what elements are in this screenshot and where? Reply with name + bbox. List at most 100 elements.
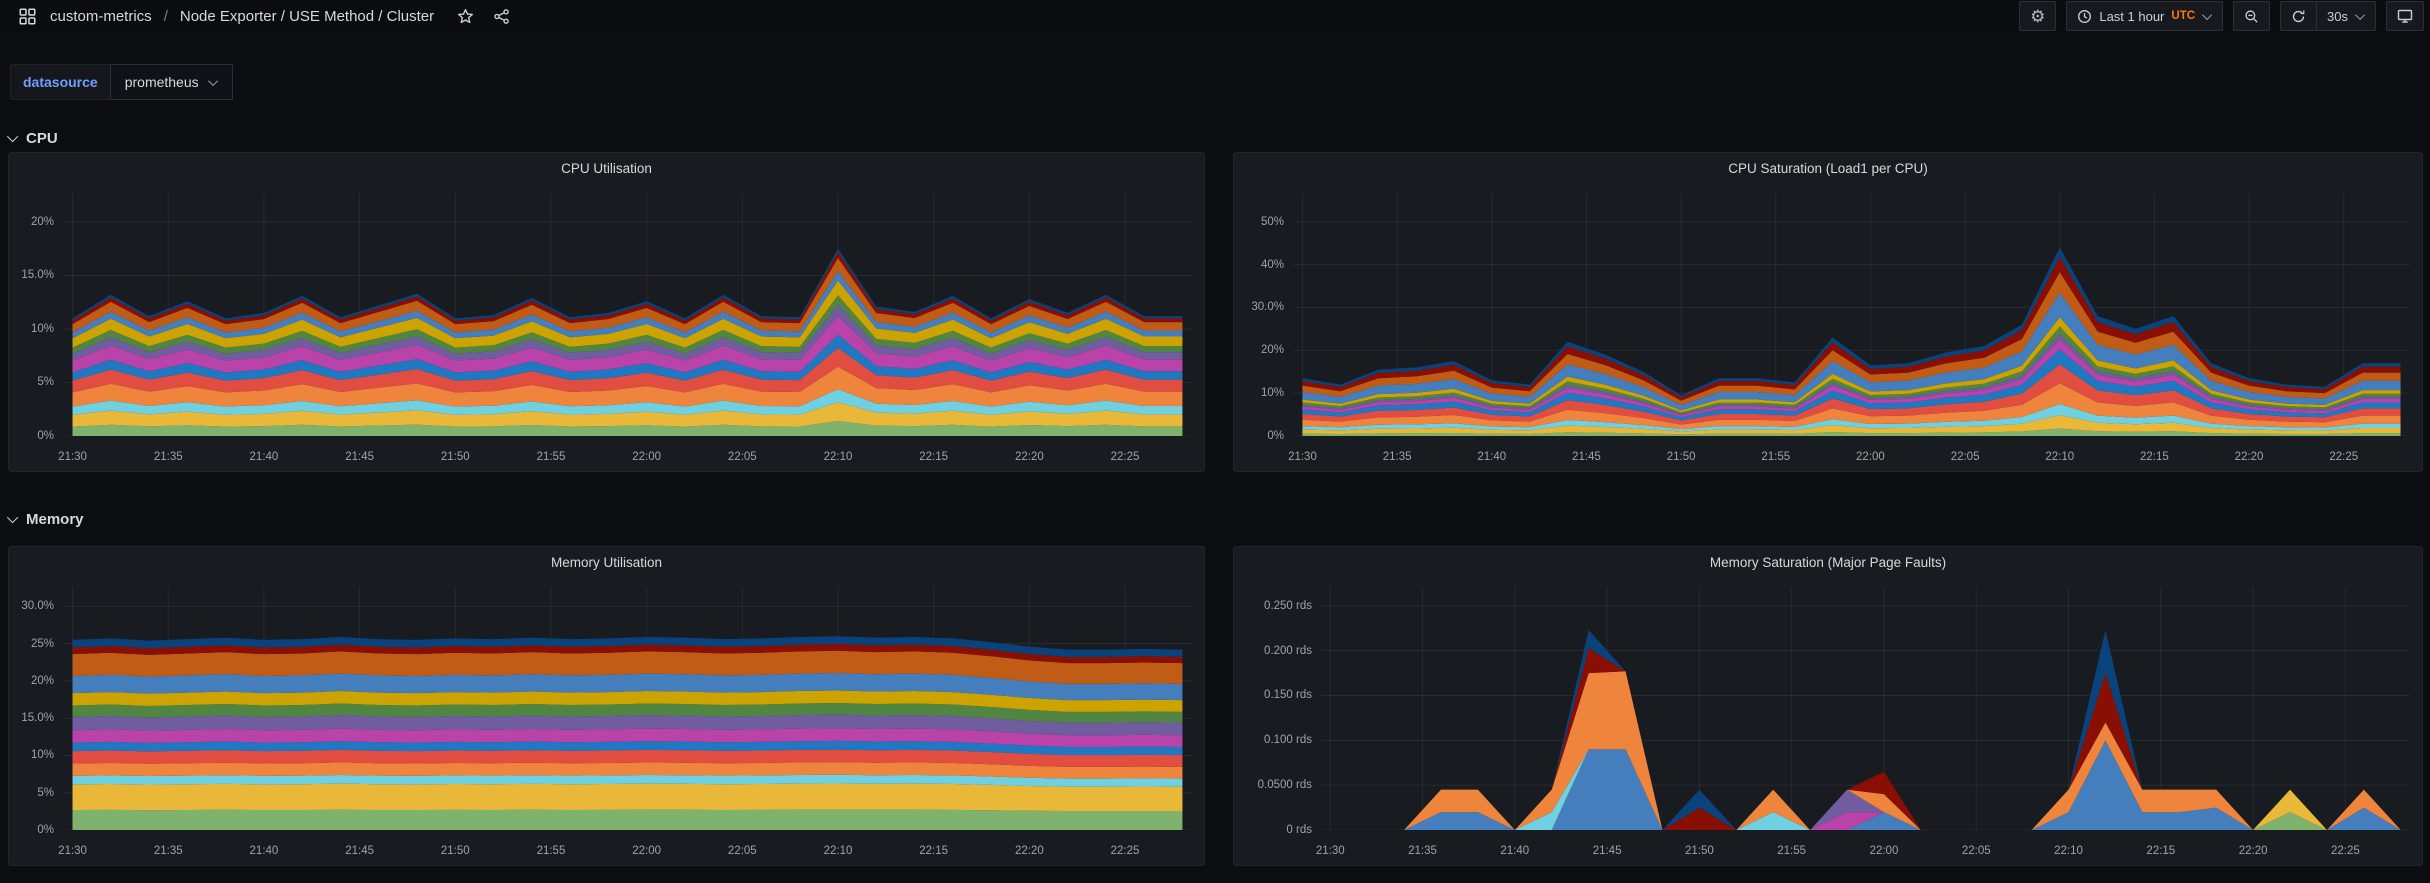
y-axis-label: 10% xyxy=(30,749,54,762)
section-header-memory[interactable]: Memory xyxy=(6,507,84,531)
chart-series-area-steel-blue xyxy=(1330,740,2401,830)
chart-series-area-violet xyxy=(72,304,1183,361)
y-axis-label: 0.250 rds xyxy=(1264,599,1312,612)
y-axis-label: 30.0% xyxy=(1251,301,1284,314)
chevron-down-icon xyxy=(6,130,19,143)
x-axis-label: 22:05 xyxy=(727,845,757,857)
timezone-label: UTC xyxy=(2171,10,2196,22)
chart-series-area-violet xyxy=(72,714,1183,736)
x-axis-label: 21:40 xyxy=(249,845,279,857)
breadcrumb-folder[interactable]: custom-metrics xyxy=(50,7,152,25)
panel-title[interactable]: CPU Utilisation xyxy=(561,160,652,176)
variable-label-datasource: datasource xyxy=(10,64,110,100)
gear-icon: ⚙ xyxy=(2030,6,2046,26)
x-axis-label: 21:40 xyxy=(249,451,279,463)
x-axis-label: 22:15 xyxy=(2146,845,2176,857)
panel-memory-utilisation: Memory Utilisation 0% 5% 10% 15.0% 20% 25% 30.… xyxy=(8,546,1205,866)
y-axis-label: 20% xyxy=(30,674,54,687)
time-range-picker[interactable]: Last 1 hour UTC xyxy=(2066,1,2224,31)
chart-series-area-steel-blue xyxy=(72,673,1183,701)
x-axis-label: 22:25 xyxy=(1110,845,1140,857)
x-axis-label: 22:25 xyxy=(1110,451,1140,463)
chart-series-area-dark-orange xyxy=(72,258,1183,333)
refresh-button[interactable] xyxy=(2280,1,2317,31)
y-axis-label: 0.200 rds xyxy=(1264,644,1312,657)
y-axis-label: 30.0% xyxy=(21,600,54,613)
chart-series-area-yellow xyxy=(72,783,1183,812)
x-axis-label: 22:25 xyxy=(2331,845,2360,857)
chart-series-area-red xyxy=(72,347,1183,393)
variable-value-dropdown[interactable]: prometheus xyxy=(109,64,233,100)
breadcrumb-dashboard-title[interactable]: Node Exporter / USE Method / Cluster xyxy=(179,7,435,25)
x-axis-label: 21:35 xyxy=(1408,845,1437,857)
chart-canvas[interactable] xyxy=(1293,193,2410,436)
x-axis-label: 21:45 xyxy=(1572,451,1601,463)
chart-series-area-green xyxy=(1330,740,2401,830)
x-axis-label: 22:15 xyxy=(2140,451,2169,463)
y-axis-label: 10% xyxy=(30,322,54,335)
zoom-out-icon xyxy=(2244,9,2259,24)
dashboard-settings-button[interactable]: ⚙ xyxy=(2019,1,2057,31)
chart-series-area-yellow xyxy=(72,402,1183,427)
x-axis-label: 22:15 xyxy=(919,451,949,463)
cycle-view-mode-button[interactable] xyxy=(2386,1,2424,31)
x-axis-label: 22:20 xyxy=(2238,845,2268,857)
panel-title[interactable]: Memory Utilisation xyxy=(550,554,663,570)
y-axis-label: 5% xyxy=(37,376,54,389)
chart-series-area-olive xyxy=(72,280,1183,348)
chart-series-area-blue xyxy=(72,334,1183,381)
x-axis-label: 22:10 xyxy=(2045,451,2075,463)
y-axis-label: 5% xyxy=(37,786,54,799)
y-axis-label: 40% xyxy=(1260,258,1284,271)
panel-memory-saturation: Memory Saturation (Major Page Faults) 0 … xyxy=(1233,546,2423,866)
x-axis-label: 22:05 xyxy=(727,451,757,463)
chart-series-area-dark-orange xyxy=(1302,271,2401,406)
chart-plot-area[interactable] xyxy=(1321,587,2410,830)
x-axis-label: 22:25 xyxy=(2329,451,2359,463)
y-axis-label: 0% xyxy=(37,824,54,836)
y-axis-label: 15.0% xyxy=(21,269,54,282)
chart-plot-area[interactable] xyxy=(63,587,1192,830)
chart-canvas[interactable] xyxy=(63,587,1192,830)
chart-series-area-dark-red xyxy=(72,643,1183,664)
chart-series-area-dark-green xyxy=(72,703,1183,723)
chart-series-area-yellow xyxy=(1302,415,2401,435)
y-axis-label: 0% xyxy=(37,430,54,442)
share-icon[interactable] xyxy=(488,3,514,29)
x-axis-label: 21:35 xyxy=(1382,451,1412,463)
chart-series-area-magenta xyxy=(72,316,1183,373)
zoom-out-time-button[interactable] xyxy=(2233,1,2271,31)
chart-series-area-violet xyxy=(1330,740,2401,830)
chart-series-area-red xyxy=(1302,364,2401,425)
x-axis-label: 22:20 xyxy=(2234,451,2264,463)
x-axis-label: 22:00 xyxy=(1856,451,1885,463)
refresh-interval-picker[interactable]: 30s xyxy=(2316,1,2376,31)
chart-series-area-magenta xyxy=(72,728,1183,748)
section-header-cpu[interactable]: CPU xyxy=(6,126,58,150)
y-axis-label: 20% xyxy=(30,215,54,228)
chart-series-area-green xyxy=(72,421,1183,436)
x-axis-label: 22:00 xyxy=(632,451,662,463)
chart-series-area-steel-blue xyxy=(1302,292,2401,411)
apps-grid-icon[interactable] xyxy=(14,3,40,29)
time-range-label: Last 1 hour xyxy=(2099,8,2165,24)
section-title: CPU xyxy=(26,129,58,147)
x-axis-label: 22:00 xyxy=(632,845,662,857)
chart-canvas[interactable] xyxy=(63,193,1192,436)
x-axis-label: 21:40 xyxy=(1500,845,1530,857)
top-navigation-bar: custom-metrics / Node Exporter / USE Met… xyxy=(0,0,2430,32)
x-axis-label: 21:50 xyxy=(1684,845,1714,857)
chevron-down-icon xyxy=(2355,9,2366,20)
panel-title[interactable]: CPU Saturation (Load1 per CPU) xyxy=(1728,160,1928,176)
panel-title[interactable]: Memory Saturation (Major Page Faults) xyxy=(1709,554,1947,570)
x-axis-label: 21:55 xyxy=(536,845,566,857)
x-axis-label: 21:55 xyxy=(536,451,566,463)
chevron-down-icon xyxy=(207,75,218,86)
star-icon[interactable] xyxy=(452,3,478,29)
x-axis-label: 22:15 xyxy=(919,845,949,857)
chart-series-area-cyan xyxy=(72,389,1183,415)
x-axis-label: 21:50 xyxy=(1666,451,1696,463)
chart-canvas[interactable] xyxy=(1321,587,2410,830)
chart-plot-area[interactable] xyxy=(63,193,1192,436)
chart-plot-area[interactable] xyxy=(1293,193,2410,436)
